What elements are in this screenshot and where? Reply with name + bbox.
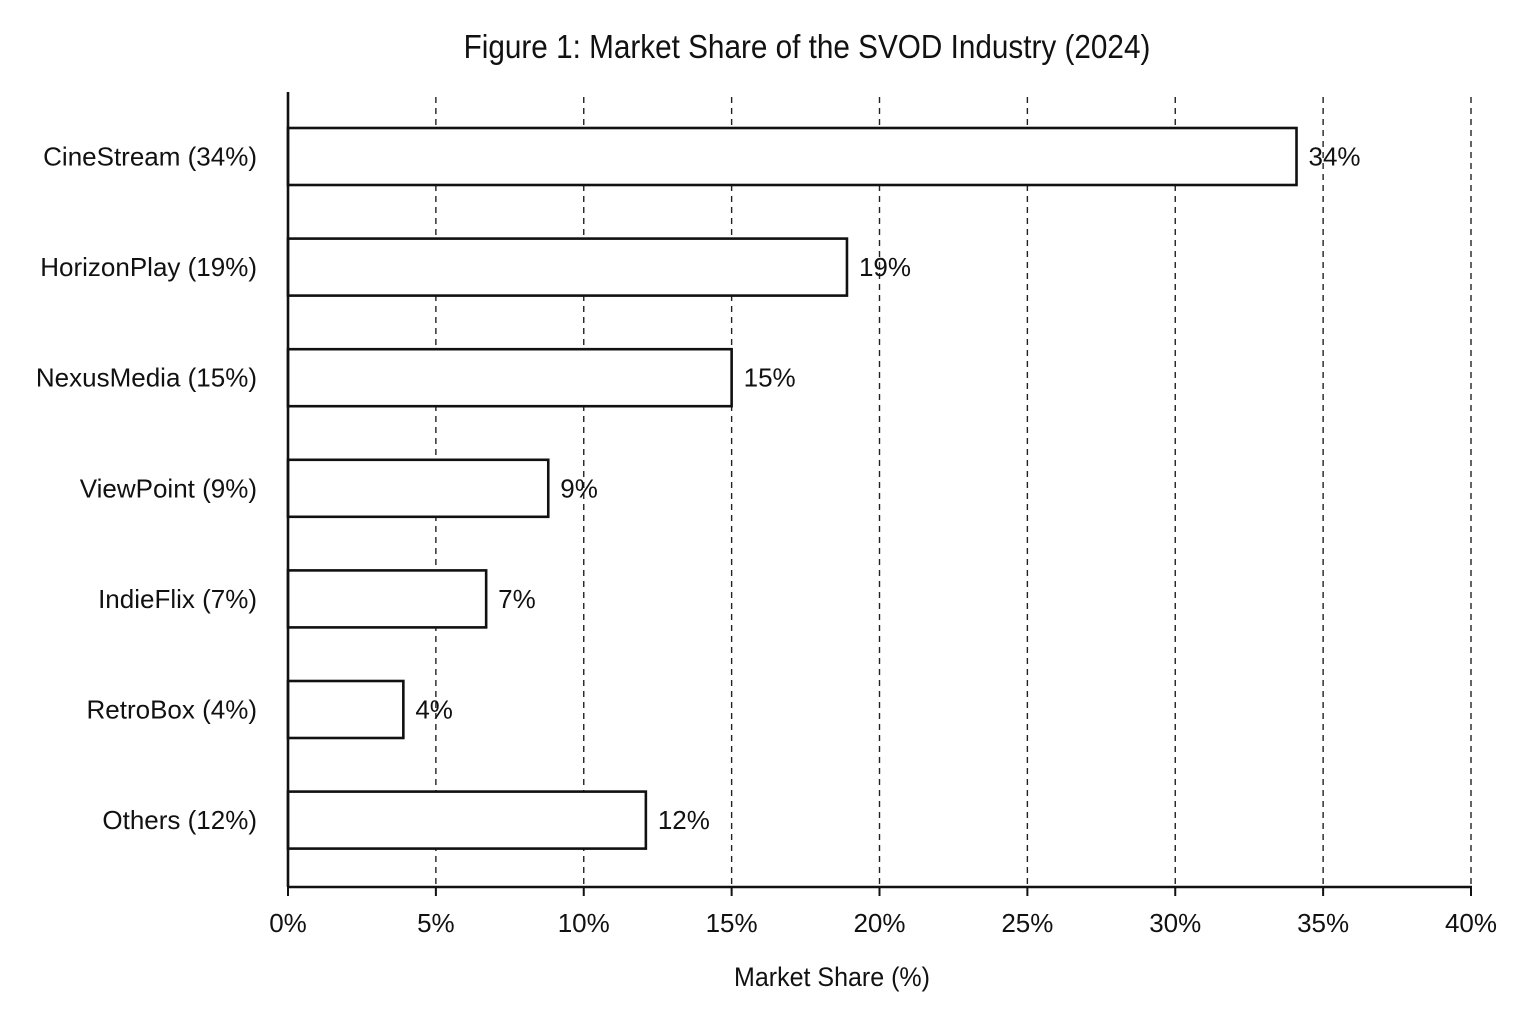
bar bbox=[286, 237, 849, 297]
bar bbox=[286, 458, 550, 519]
x-tick-label: 30% bbox=[1149, 908, 1201, 938]
x-axis-label: Market Share (%) bbox=[734, 962, 930, 992]
data-label: 4% bbox=[415, 695, 453, 725]
data-label: 12% bbox=[658, 805, 710, 835]
bar bbox=[286, 126, 1298, 187]
data-label: 9% bbox=[560, 473, 598, 503]
x-tick-label: 40% bbox=[1445, 908, 1497, 938]
data-label: 7% bbox=[498, 584, 536, 614]
category-label: NexusMedia (15%) bbox=[36, 363, 257, 393]
bar bbox=[286, 790, 648, 850]
x-tick-label: 15% bbox=[706, 908, 758, 938]
x-tick-label: 35% bbox=[1297, 908, 1349, 938]
data-label: 19% bbox=[859, 252, 911, 282]
bar bbox=[286, 569, 488, 629]
labels: 34% CineStream (34%) 19% HorizonPlay (19%) 1… bbox=[36, 142, 1361, 836]
x-tick-label: 10% bbox=[558, 908, 610, 938]
x-tick-label: 25% bbox=[1001, 908, 1053, 938]
bar bbox=[286, 347, 733, 408]
data-label: 15% bbox=[744, 363, 796, 393]
x-tick-label: 5% bbox=[417, 908, 455, 938]
x-tick-label: 0% bbox=[269, 908, 307, 938]
x-tick-label: 20% bbox=[853, 908, 905, 938]
category-label: CineStream (34%) bbox=[43, 142, 257, 172]
category-label: RetroBox (4%) bbox=[87, 695, 258, 725]
axes: 0% 5% 10% 15% 20% 25% 30% 35% 40% bbox=[269, 92, 1497, 938]
data-label: 34% bbox=[1309, 142, 1361, 172]
bars bbox=[286, 126, 1298, 850]
category-label: HorizonPlay (19%) bbox=[40, 252, 257, 282]
category-label: ViewPoint (9%) bbox=[80, 473, 257, 503]
chart-title: Figure 1: Market Share of the SVOD Indus… bbox=[463, 28, 1151, 65]
category-label: Others (12%) bbox=[102, 805, 257, 835]
bar bbox=[286, 679, 405, 740]
category-label: IndieFlix (7%) bbox=[98, 584, 257, 614]
